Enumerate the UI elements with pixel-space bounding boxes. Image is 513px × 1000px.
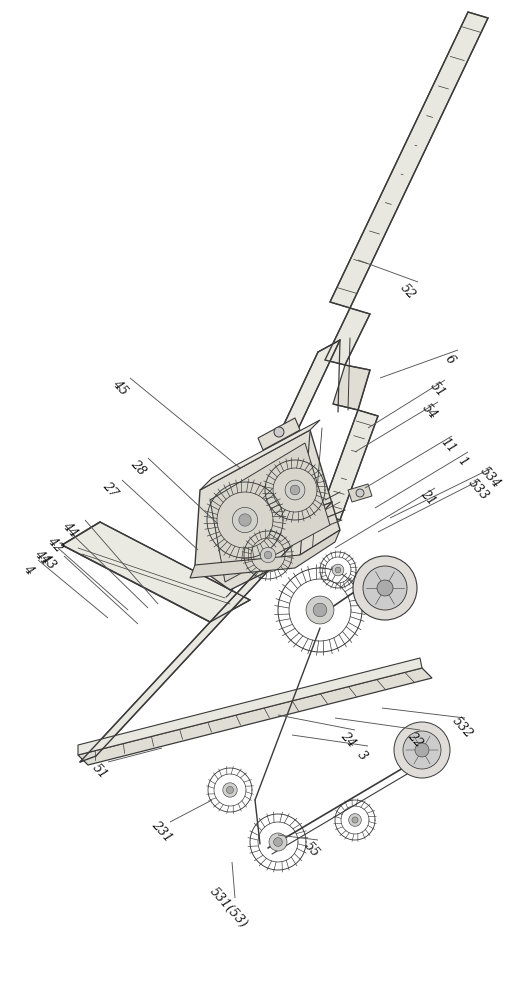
Circle shape: [394, 722, 450, 778]
Circle shape: [261, 547, 275, 563]
Polygon shape: [333, 365, 370, 410]
Text: 45: 45: [110, 378, 130, 398]
Text: 43: 43: [38, 552, 58, 572]
Polygon shape: [78, 668, 432, 765]
Circle shape: [332, 564, 344, 576]
Polygon shape: [330, 12, 488, 308]
Polygon shape: [210, 443, 330, 582]
Text: 6: 6: [443, 353, 458, 367]
Text: 51: 51: [428, 380, 448, 400]
Text: 21: 21: [418, 488, 438, 508]
Circle shape: [269, 833, 287, 851]
Circle shape: [356, 489, 364, 497]
Polygon shape: [190, 530, 340, 578]
Circle shape: [335, 567, 341, 573]
Text: 55: 55: [302, 840, 322, 860]
Polygon shape: [220, 340, 340, 560]
Text: 534: 534: [477, 465, 503, 491]
Text: 24: 24: [338, 730, 358, 750]
Text: 54: 54: [420, 402, 440, 422]
Text: 51: 51: [90, 762, 110, 782]
Text: 532: 532: [449, 715, 475, 741]
Text: 42: 42: [45, 535, 65, 555]
Text: 22: 22: [405, 730, 425, 750]
Circle shape: [285, 480, 305, 500]
Text: 3: 3: [354, 749, 369, 763]
Circle shape: [226, 786, 233, 794]
Circle shape: [274, 427, 284, 437]
Circle shape: [349, 814, 361, 826]
Text: 52: 52: [398, 282, 418, 302]
Polygon shape: [348, 484, 372, 502]
Text: 27: 27: [100, 480, 120, 500]
Circle shape: [273, 838, 282, 846]
Circle shape: [415, 743, 429, 757]
Polygon shape: [325, 308, 370, 365]
Circle shape: [290, 485, 300, 495]
Text: 41: 41: [32, 548, 52, 568]
Circle shape: [313, 603, 327, 617]
Circle shape: [352, 817, 358, 823]
Text: 44: 44: [60, 520, 80, 540]
Polygon shape: [62, 522, 250, 622]
Circle shape: [264, 551, 272, 559]
Polygon shape: [200, 420, 320, 490]
Text: 1: 1: [455, 455, 469, 469]
Circle shape: [353, 556, 417, 620]
Circle shape: [403, 731, 441, 769]
Text: 531(53): 531(53): [207, 885, 249, 931]
Text: 28: 28: [128, 458, 148, 478]
Circle shape: [363, 566, 407, 610]
Polygon shape: [78, 658, 422, 755]
Circle shape: [232, 507, 258, 533]
Circle shape: [223, 783, 237, 797]
Polygon shape: [258, 418, 300, 450]
Polygon shape: [320, 410, 378, 520]
Polygon shape: [195, 430, 340, 590]
Text: 533: 533: [465, 477, 491, 503]
Circle shape: [306, 596, 334, 624]
Polygon shape: [80, 502, 332, 762]
Text: 4: 4: [21, 563, 35, 577]
Text: 11: 11: [438, 436, 458, 456]
Text: 231: 231: [149, 819, 175, 845]
Circle shape: [377, 580, 393, 596]
Circle shape: [239, 514, 251, 526]
